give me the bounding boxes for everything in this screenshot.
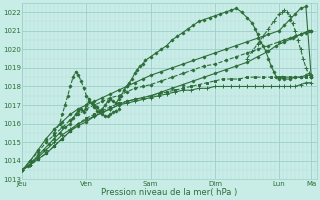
X-axis label: Pression niveau de la mer( hPa ): Pression niveau de la mer( hPa ) [101,188,237,197]
